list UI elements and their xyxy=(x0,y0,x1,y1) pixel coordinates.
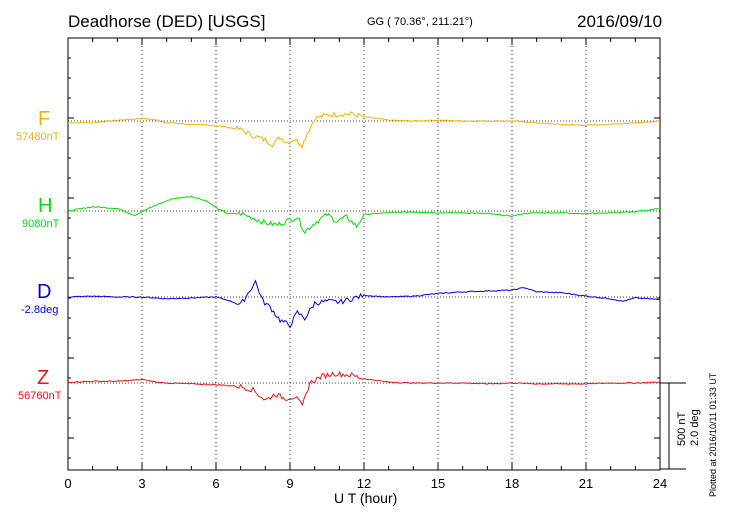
x-tick-label-9: 9 xyxy=(286,476,293,491)
x-tick-label-21: 21 xyxy=(579,476,593,491)
channel-baseline-f: 57480nT xyxy=(16,131,60,143)
plotted-timestamp: Plotted at 2016/10/11 01:33 UT xyxy=(708,372,718,497)
trace-d xyxy=(67,279,661,329)
channel-label-z: Z xyxy=(37,367,50,389)
channel-baseline-d: -2.8deg xyxy=(21,304,59,316)
x-tick-label-3: 3 xyxy=(138,476,145,491)
channel-baseline-h: 9080nT xyxy=(22,218,60,230)
trace-h xyxy=(67,195,661,235)
channel-label-d: D xyxy=(37,281,52,303)
trace-f xyxy=(68,111,661,149)
scale-bar-nt-label: 500 nT xyxy=(676,411,688,446)
x-tick-label-18: 18 xyxy=(505,476,519,491)
channel-baseline-z: 56760nT xyxy=(18,390,62,402)
channel-label-f: F xyxy=(38,108,51,130)
x-tick-label-0: 0 xyxy=(64,476,71,491)
channel-label-h: H xyxy=(38,195,53,217)
x-tick-label-6: 6 xyxy=(212,476,219,491)
scale-bar-deg-label: 2.0 deg xyxy=(689,409,701,446)
x-tick-label-24: 24 xyxy=(653,476,667,491)
station-title: Deadhorse (DED) [USGS] xyxy=(68,12,266,31)
x-axis-label: U T (hour) xyxy=(334,490,398,506)
x-tick-label-15: 15 xyxy=(431,476,445,491)
plot-date: 2016/09/10 xyxy=(577,12,663,31)
trace-z xyxy=(67,370,660,407)
x-tick-label-12: 12 xyxy=(357,476,371,491)
station-coordinates: GG ( 70.36°, 211.21°) xyxy=(367,16,473,28)
